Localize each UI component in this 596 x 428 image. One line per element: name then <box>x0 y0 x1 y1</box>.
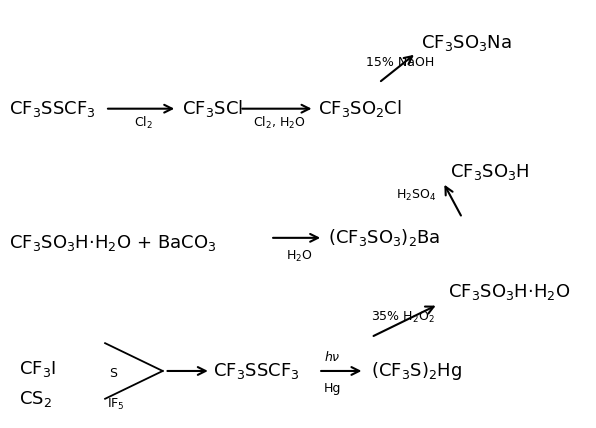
Text: Cl$_2$: Cl$_2$ <box>134 115 153 131</box>
Text: H$_2$O: H$_2$O <box>285 249 312 264</box>
Text: IF$_5$: IF$_5$ <box>107 397 125 412</box>
Text: $h\nu$: $h\nu$ <box>324 350 341 364</box>
Text: Hg: Hg <box>324 382 342 395</box>
Text: CF$_3$SSCF$_3$: CF$_3$SSCF$_3$ <box>213 361 299 381</box>
Text: 15% NaOH: 15% NaOH <box>366 56 434 69</box>
Text: 35% H$_2$O$_2$: 35% H$_2$O$_2$ <box>371 310 434 325</box>
Text: S: S <box>109 367 117 380</box>
Text: CF$_3$SO$_3$H: CF$_3$SO$_3$H <box>450 162 529 182</box>
Text: CF$_3$I: CF$_3$I <box>18 359 56 379</box>
Text: CF$_3$SO$_2$Cl: CF$_3$SO$_2$Cl <box>318 98 402 119</box>
Text: (CF$_3$SO$_3$)$_2$Ba: (CF$_3$SO$_3$)$_2$Ba <box>328 227 440 248</box>
Text: CF$_3$SCl: CF$_3$SCl <box>182 98 243 119</box>
Text: CS$_2$: CS$_2$ <box>18 389 52 409</box>
Text: CF$_3$SO$_3$H$\cdot$H$_2$O + BaCO$_3$: CF$_3$SO$_3$H$\cdot$H$_2$O + BaCO$_3$ <box>9 233 216 253</box>
Text: CF$_3$SSCF$_3$: CF$_3$SSCF$_3$ <box>9 99 95 119</box>
Text: Cl$_2$, H$_2$O: Cl$_2$, H$_2$O <box>253 115 306 131</box>
Text: CF$_3$SO$_3$H$\cdot$H$_2$O: CF$_3$SO$_3$H$\cdot$H$_2$O <box>448 282 570 303</box>
Text: CF$_3$SO$_3$Na: CF$_3$SO$_3$Na <box>421 33 512 53</box>
Text: (CF$_3$S)$_2$Hg: (CF$_3$S)$_2$Hg <box>371 360 462 382</box>
Text: H$_2$SO$_4$: H$_2$SO$_4$ <box>396 187 436 203</box>
